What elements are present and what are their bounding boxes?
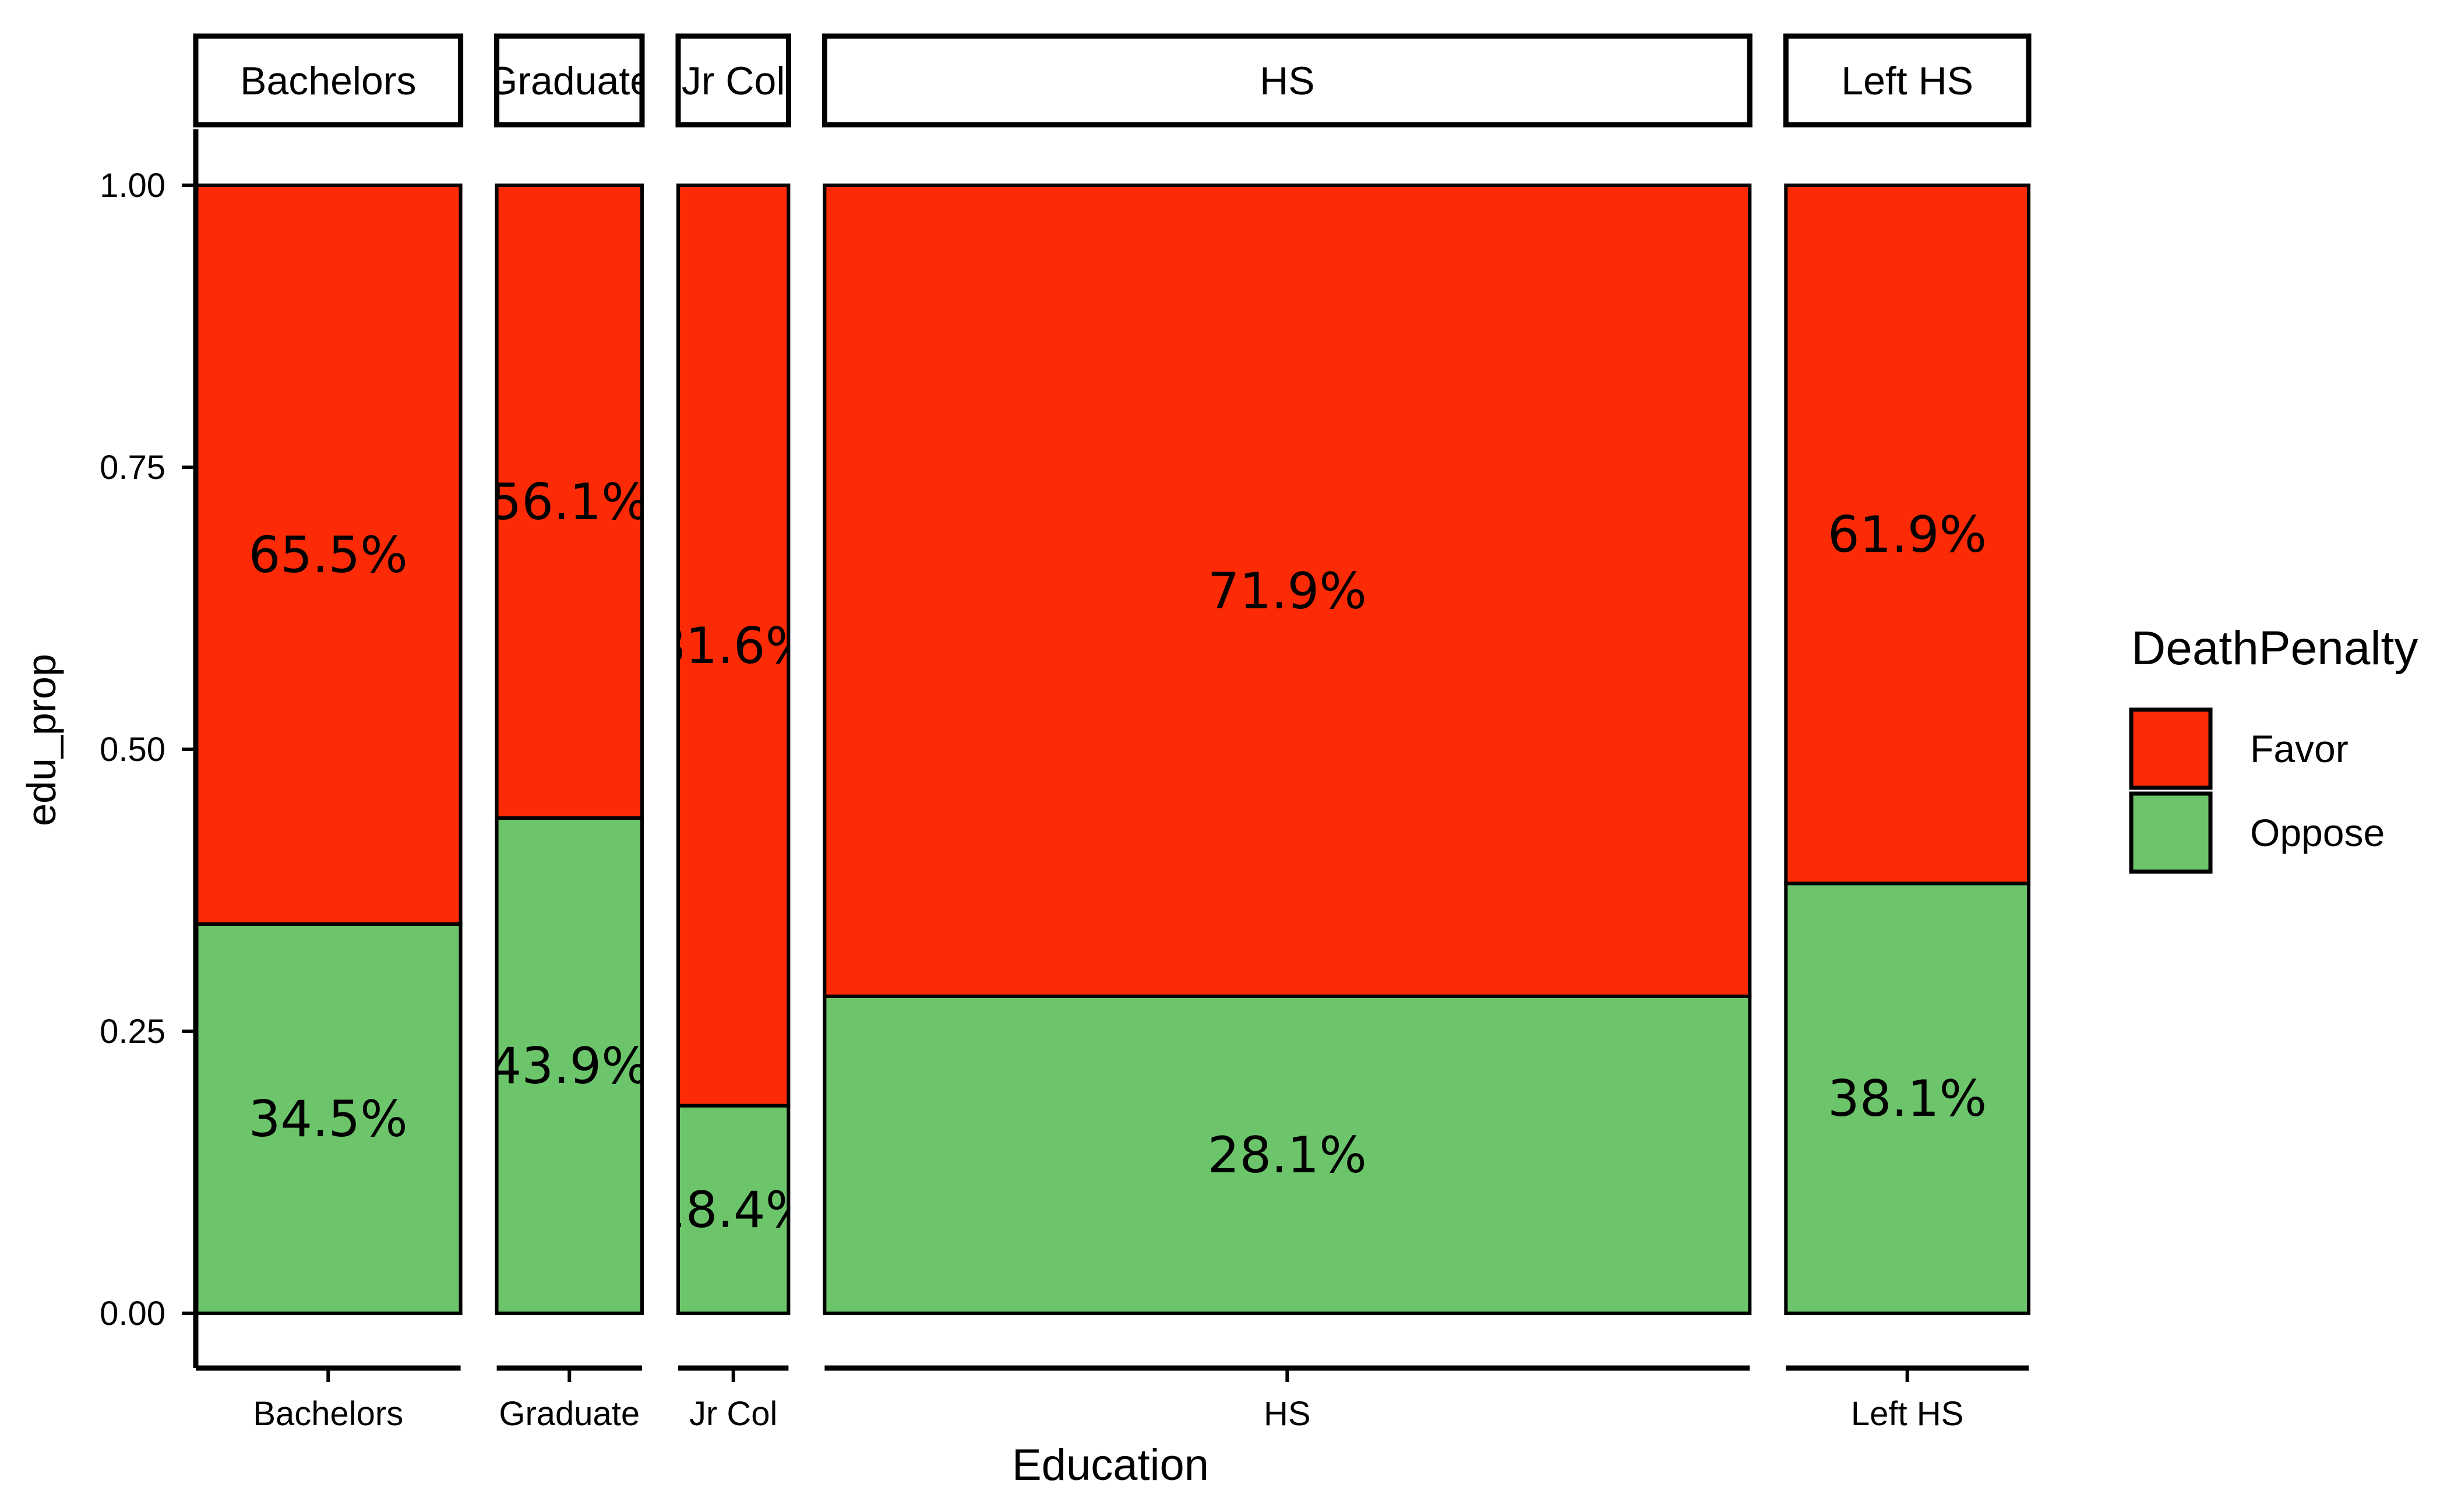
- bar-label-favor-jr-col: 81.6%: [654, 617, 813, 675]
- y-axis: 0.00 0.25 0.50 0.75 1.00: [100, 129, 199, 1368]
- bar-oppose-bachelors: [194, 922, 463, 1315]
- legend-key-favor: [2129, 707, 2213, 790]
- bar-label-oppose-bachelors: 34.5%: [249, 1090, 408, 1148]
- strip-label-graduate: Graduate: [487, 59, 653, 103]
- bar-label-favor-bachelors: 65.5%: [249, 526, 408, 584]
- strip-label-jr-col: Jr Col: [682, 59, 785, 103]
- bar-label-oppose-graduate: 43.9%: [490, 1037, 649, 1095]
- bar-oppose-graduate: [495, 816, 644, 1315]
- strip-box-bachelors: [193, 33, 464, 128]
- facet-graduate: Graduate 56.1% 43.9% Graduate: [487, 33, 653, 1433]
- bar-oppose-jr-col: [676, 1104, 791, 1315]
- bar-favor-bachelors: [194, 184, 463, 926]
- y-tick-label: 1.00: [100, 167, 165, 205]
- bar-label-oppose-jr-col: 18.4%: [654, 1181, 813, 1239]
- x-tick-label-graduate: Graduate: [499, 1395, 640, 1433]
- strip-box-left-hs: [1783, 33, 2032, 128]
- bar-oppose-hs: [823, 994, 1752, 1315]
- y-tick-label: 0.00: [100, 1295, 165, 1333]
- bar-oppose-left-hs: [1784, 882, 2031, 1316]
- bar-label-favor-graduate: 56.1%: [490, 473, 649, 531]
- legend-key-oppose: [2129, 791, 2213, 874]
- bar-label-oppose-hs: 28.1%: [1208, 1126, 1367, 1185]
- strip-label-left-hs: Left HS: [1841, 59, 1973, 103]
- facet-hs: HS 71.9% 28.1% HS: [821, 33, 1753, 1433]
- x-axis-title: Education: [1012, 1440, 1209, 1490]
- strip-label-hs: HS: [1260, 59, 1314, 103]
- bar-label-favor-left-hs: 61.9%: [1828, 506, 1987, 564]
- strip-box-hs: [821, 33, 1753, 128]
- bar-favor-graduate: [495, 184, 644, 820]
- facet-bachelors: Bachelors 65.5% 34.5% Bachelors: [193, 33, 464, 1433]
- facet-jr-col: Jr Col 81.6% 18.4% Jr Col: [654, 33, 813, 1433]
- y-tick-label: 0.25: [100, 1013, 165, 1051]
- x-tick-label-hs: HS: [1264, 1395, 1311, 1433]
- y-axis-title: edu_prop: [19, 654, 64, 826]
- strip-label-bachelors: Bachelors: [240, 59, 416, 103]
- facet-left-hs: Left HS 61.9% 38.1% Left HS: [1783, 33, 2032, 1433]
- y-tick-label: 0.50: [100, 731, 165, 769]
- x-tick-label-bachelors: Bachelors: [253, 1395, 403, 1433]
- bar-label-favor-hs: 71.9%: [1208, 562, 1367, 621]
- bar-label-oppose-left-hs: 38.1%: [1828, 1070, 1987, 1128]
- x-tick-label-jr-col: Jr Col: [689, 1395, 777, 1433]
- x-tick-label-left-hs: Left HS: [1851, 1395, 1963, 1433]
- legend-label-oppose: Oppose: [2250, 811, 2385, 854]
- legend: DeathPenalty Favor Oppose: [2129, 622, 2418, 874]
- legend-title: DeathPenalty: [2131, 622, 2418, 675]
- y-tick-label: 0.75: [100, 449, 165, 487]
- bar-favor-jr-col: [676, 184, 791, 1108]
- facet-panels: Bachelors 65.5% 34.5% Bachelors Graduate 56.1…: [193, 33, 2032, 1433]
- legend-label-favor: Favor: [2250, 727, 2349, 770]
- bar-favor-hs: [823, 184, 1752, 998]
- strip-box-jr-col: [675, 33, 791, 128]
- strip-box-graduate: [494, 33, 645, 128]
